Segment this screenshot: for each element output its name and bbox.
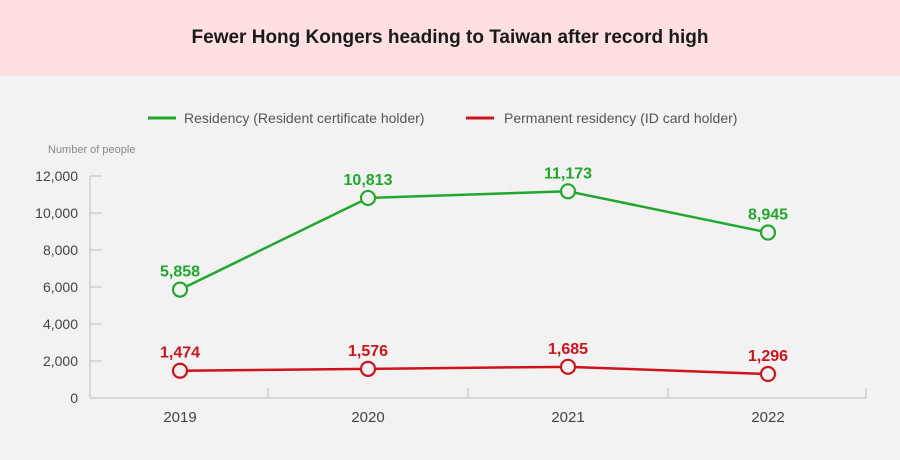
data-label-permanent-residency: 1,576 <box>348 343 388 360</box>
chart-title: Fewer Hong Kongers heading to Taiwan aft… <box>191 27 709 48</box>
y-tick-label: 12,000 <box>35 168 78 184</box>
y-tick-label: 10,000 <box>35 205 78 221</box>
data-point-residency <box>171 281 189 298</box>
data-point-residency <box>759 224 777 241</box>
x-tick-label: 2019 <box>163 409 196 426</box>
y-axis-label: Number of people <box>48 144 135 156</box>
data-point-residency <box>359 189 377 207</box>
data-point-permanent-residency <box>171 362 189 379</box>
data-point-permanent-residency <box>759 365 777 383</box>
data-point-permanent-residency <box>359 360 377 377</box>
data-label-residency: 10,813 <box>344 172 393 189</box>
x-tick-label: 2020 <box>351 409 384 426</box>
line-chart: Residency (Resident certificate holder) P… <box>35 110 867 426</box>
data-point-permanent-residency <box>559 358 577 375</box>
data-label-permanent-residency: 1,685 <box>548 341 588 358</box>
y-tick-label: 8,000 <box>43 242 78 258</box>
data-label-permanent-residency: 1,474 <box>160 345 200 362</box>
data-label-residency: 8,945 <box>748 207 788 224</box>
x-tick-label: 2021 <box>551 409 584 426</box>
x-tick-label: 2022 <box>751 409 784 426</box>
data-label-residency: 11,173 <box>544 165 592 182</box>
y-tick-label: 0 <box>70 390 78 406</box>
legend-label-permanent-residency: Permanent residency (ID card holder) <box>504 110 737 126</box>
y-tick-label: 2,000 <box>43 353 78 369</box>
chart-header: Fewer Hong Kongers heading to Taiwan aft… <box>0 0 900 76</box>
y-tick-label: 4,000 <box>43 316 78 332</box>
data-label-residency: 5,858 <box>160 264 200 281</box>
data-label-permanent-residency: 1,296 <box>748 348 788 365</box>
legend-label-residency: Residency (Resident certificate holder) <box>184 110 424 126</box>
y-tick-label: 6,000 <box>43 279 78 295</box>
data-point-residency <box>559 183 577 200</box>
series-line-permanent-residency <box>179 365 769 376</box>
series-line-residency <box>179 190 769 291</box>
